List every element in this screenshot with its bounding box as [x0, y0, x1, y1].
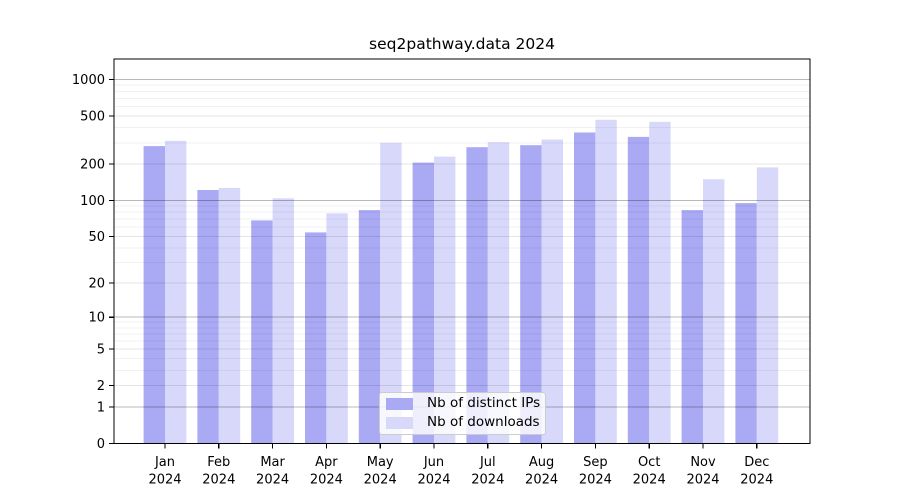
bar-downloads-1 — [218, 187, 241, 444]
legend-swatch-distinct-ips — [386, 398, 413, 410]
x-tick-label: Aug 2024 — [525, 455, 558, 488]
y-tick-label: 5 — [97, 343, 105, 358]
bar-distinct-ips-6 — [466, 147, 488, 444]
legend-swatch-downloads — [386, 417, 413, 429]
y-tick-label: 2 — [97, 379, 105, 394]
bar-downloads-9 — [649, 121, 671, 444]
plot-border — [113, 58, 811, 445]
bar-distinct-ips-10 — [681, 210, 703, 444]
y-tick-label: 500 — [80, 110, 105, 125]
x-tick-label: Feb 2024 — [202, 455, 235, 488]
bar-downloads-5 — [434, 156, 456, 444]
bar-downloads-8 — [595, 119, 617, 444]
bar-distinct-ips-0 — [143, 146, 165, 444]
x-tick-label: Mar 2024 — [256, 455, 289, 488]
y-tick-label: 10 — [88, 311, 105, 326]
x-tick-label: Nov 2024 — [686, 455, 719, 488]
legend-item-downloads: Nb of downloads — [386, 414, 540, 431]
bar-distinct-ips-3 — [305, 232, 327, 444]
bar-distinct-ips-4 — [358, 210, 381, 444]
y-tick-label: 100 — [80, 194, 105, 209]
bar-downloads-4 — [380, 142, 402, 444]
bar-distinct-ips-7 — [520, 145, 542, 444]
y-tick-label: 1000 — [72, 73, 105, 88]
bar-distinct-ips-1 — [197, 190, 219, 444]
legend-item-distinct-ips: Nb of distinct IPs — [386, 395, 541, 412]
bar-downloads-11 — [756, 167, 779, 444]
legend-label-distinct-ips: Nb of distinct IPs — [427, 395, 541, 412]
x-tick-label: May 2024 — [364, 455, 397, 488]
bar-downloads-6 — [487, 142, 510, 444]
bar-downloads-7 — [541, 139, 563, 444]
x-tick-label: Jul 2024 — [471, 455, 504, 488]
y-tick-label: 0 — [97, 437, 105, 452]
bar-distinct-ips-8 — [574, 132, 596, 444]
bar-distinct-ips-11 — [735, 203, 757, 444]
chart-legend: Nb of distinct IPs Nb of downloads — [379, 392, 546, 435]
y-tick-label: 200 — [80, 158, 105, 173]
bar-downloads-0 — [165, 140, 187, 444]
x-tick-label: Jan 2024 — [148, 455, 181, 488]
bar-downloads-3 — [326, 213, 348, 444]
x-tick-label: Apr 2024 — [310, 455, 343, 488]
bar-distinct-ips-9 — [627, 136, 650, 444]
y-tick-label: 20 — [88, 277, 105, 292]
x-tick-label: Sep 2024 — [579, 455, 612, 488]
bar-distinct-ips-2 — [251, 220, 273, 444]
bar-distinct-ips-5 — [412, 162, 434, 444]
x-tick-label: Dec 2024 — [740, 455, 773, 488]
bar-downloads-10 — [703, 179, 725, 444]
x-tick-label: Oct 2024 — [633, 455, 666, 488]
legend-label-downloads: Nb of downloads — [427, 414, 540, 431]
bar-downloads-2 — [272, 198, 294, 444]
x-tick-label: Jun 2024 — [417, 455, 450, 488]
chart-title: seq2pathway.data 2024 — [369, 35, 555, 53]
y-tick-label: 1 — [97, 401, 105, 416]
y-tick-label: 50 — [88, 230, 105, 245]
